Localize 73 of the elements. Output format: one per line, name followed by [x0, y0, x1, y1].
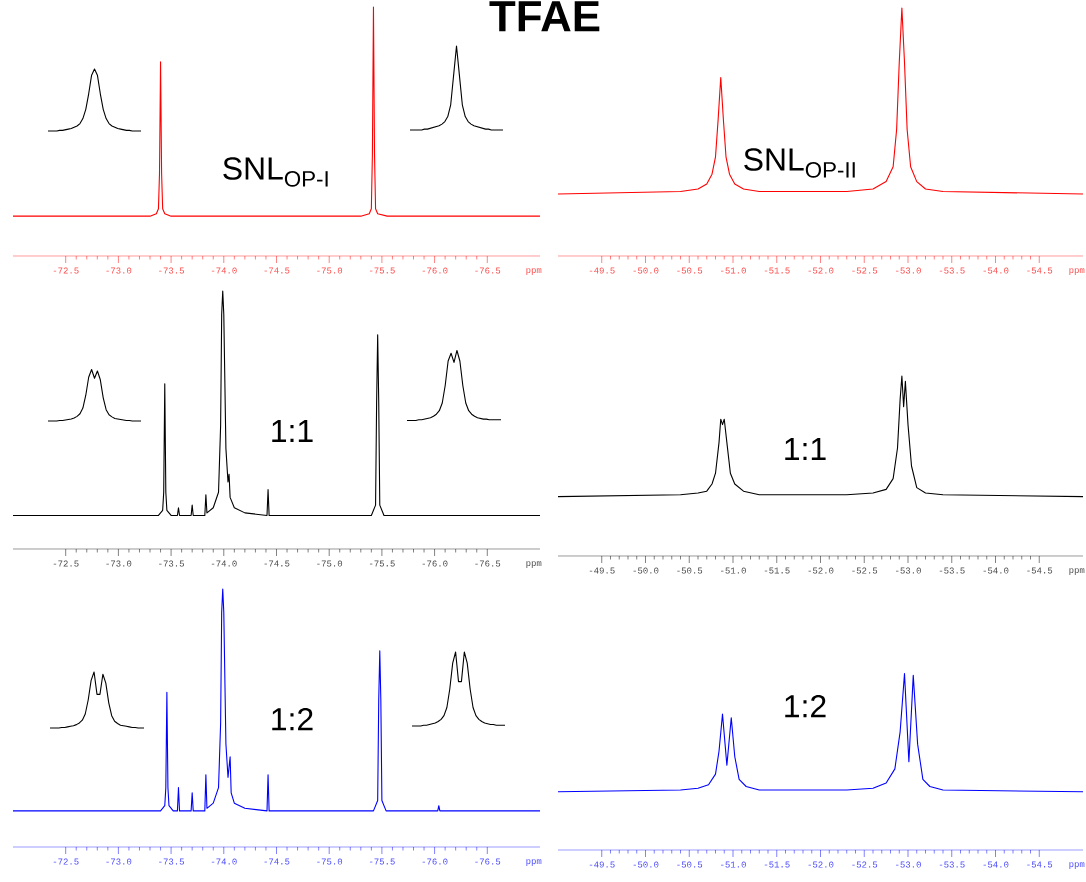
- x-tick-label: -52.5: [852, 567, 878, 574]
- annotation: 1:1: [785, 438, 826, 460]
- x-tick-label: -54.0: [983, 267, 1009, 274]
- x-tick-label: -72.5: [53, 560, 79, 567]
- x-tick-label: -51.5: [764, 861, 790, 868]
- x-tick-label: -53.0: [896, 267, 921, 274]
- annotation: SNL$_{OP-II}$: [744, 148, 855, 178]
- x-tick-label: -53.0: [896, 861, 921, 868]
- x-tick-label: -54.0: [983, 861, 1009, 868]
- x-tick-label: -73.5: [159, 560, 184, 567]
- x-tick-label: -50.0: [633, 861, 659, 868]
- x-tick-label: -52.0: [808, 267, 834, 274]
- x-tick-label: -75.5: [369, 560, 395, 567]
- x-tick-label: -50.0: [633, 567, 659, 574]
- x-tick-label: -52.5: [852, 861, 878, 868]
- x-tick-label: -54.0: [983, 567, 1009, 574]
- x-axis-title: ppm: [1069, 568, 1085, 575]
- x-tick-label: -49.5: [589, 267, 615, 274]
- x-tick-label: -74.5: [264, 560, 290, 567]
- annotation: SNL$_{OP-I}$: [223, 157, 328, 187]
- annotation: 1:1: [272, 420, 313, 442]
- x-tick-label: -51.5: [764, 267, 790, 274]
- x-tick-label: -73.5: [159, 858, 184, 865]
- x-tick-label: -51.0: [721, 267, 746, 274]
- x-tick-label: -49.5: [589, 567, 615, 574]
- x-axis-title: ppm: [1069, 268, 1085, 275]
- x-tick-label: -76.5: [475, 267, 501, 274]
- x-tick-label: -73.5: [159, 267, 184, 274]
- x-tick-label: -74.0: [211, 858, 237, 865]
- x-tick-label: -75.5: [369, 858, 395, 865]
- x-tick-label: -75.0: [317, 858, 343, 865]
- x-tick-label: -74.5: [264, 858, 290, 865]
- x-tick-label: -50.5: [677, 861, 703, 868]
- annotation: 1:2: [272, 707, 313, 731]
- x-tick-label: -75.0: [317, 267, 343, 274]
- x-tick-label: -74.0: [211, 267, 237, 274]
- x-tick-label: -53.5: [939, 861, 965, 868]
- x-tick-label: -52.5: [852, 267, 878, 274]
- x-axis-title: ppm: [526, 268, 542, 275]
- chart-title: TFAE: [489, 1, 600, 32]
- x-tick-label: -54.5: [1027, 267, 1053, 274]
- x-tick-label: -53.5: [939, 567, 965, 574]
- x-tick-label: -72.5: [53, 858, 79, 865]
- x-tick-label: -50.5: [677, 567, 703, 574]
- annotation: 1:2: [785, 694, 826, 718]
- x-tick-label: -54.5: [1027, 567, 1053, 574]
- x-tick-label: -50.0: [633, 267, 659, 274]
- x-tick-label: -75.5: [369, 267, 395, 274]
- x-tick-label: -73.0: [106, 267, 132, 274]
- x-tick-label: -75.0: [317, 560, 343, 567]
- x-tick-label: -76.5: [475, 858, 501, 865]
- x-axis-title: ppm: [526, 561, 542, 568]
- x-tick-label: -53.0: [896, 567, 921, 574]
- x-tick-label: -51.0: [721, 567, 746, 574]
- x-tick-label: -72.5: [53, 267, 79, 274]
- x-tick-label: -73.0: [106, 858, 132, 865]
- x-tick-label: -74.5: [264, 267, 290, 274]
- x-tick-label: -51.5: [764, 567, 790, 574]
- x-tick-label: -52.0: [808, 567, 834, 574]
- x-tick-label: -73.0: [106, 560, 132, 567]
- x-tick-label: -53.5: [939, 267, 965, 274]
- x-tick-label: -76.0: [422, 858, 448, 865]
- x-axis-title: ppm: [1069, 862, 1085, 869]
- x-axis-title: ppm: [526, 859, 542, 866]
- x-tick-label: -76.0: [422, 267, 448, 274]
- x-tick-label: -76.5: [475, 560, 501, 567]
- x-tick-label: -50.5: [677, 267, 703, 274]
- x-tick-label: -49.5: [589, 861, 615, 868]
- x-tick-label: -52.0: [808, 861, 834, 868]
- x-tick-label: -51.0: [721, 861, 746, 868]
- x-tick-label: -74.0: [211, 560, 237, 567]
- x-tick-label: -76.0: [422, 560, 448, 567]
- x-tick-label: -54.5: [1027, 861, 1053, 868]
